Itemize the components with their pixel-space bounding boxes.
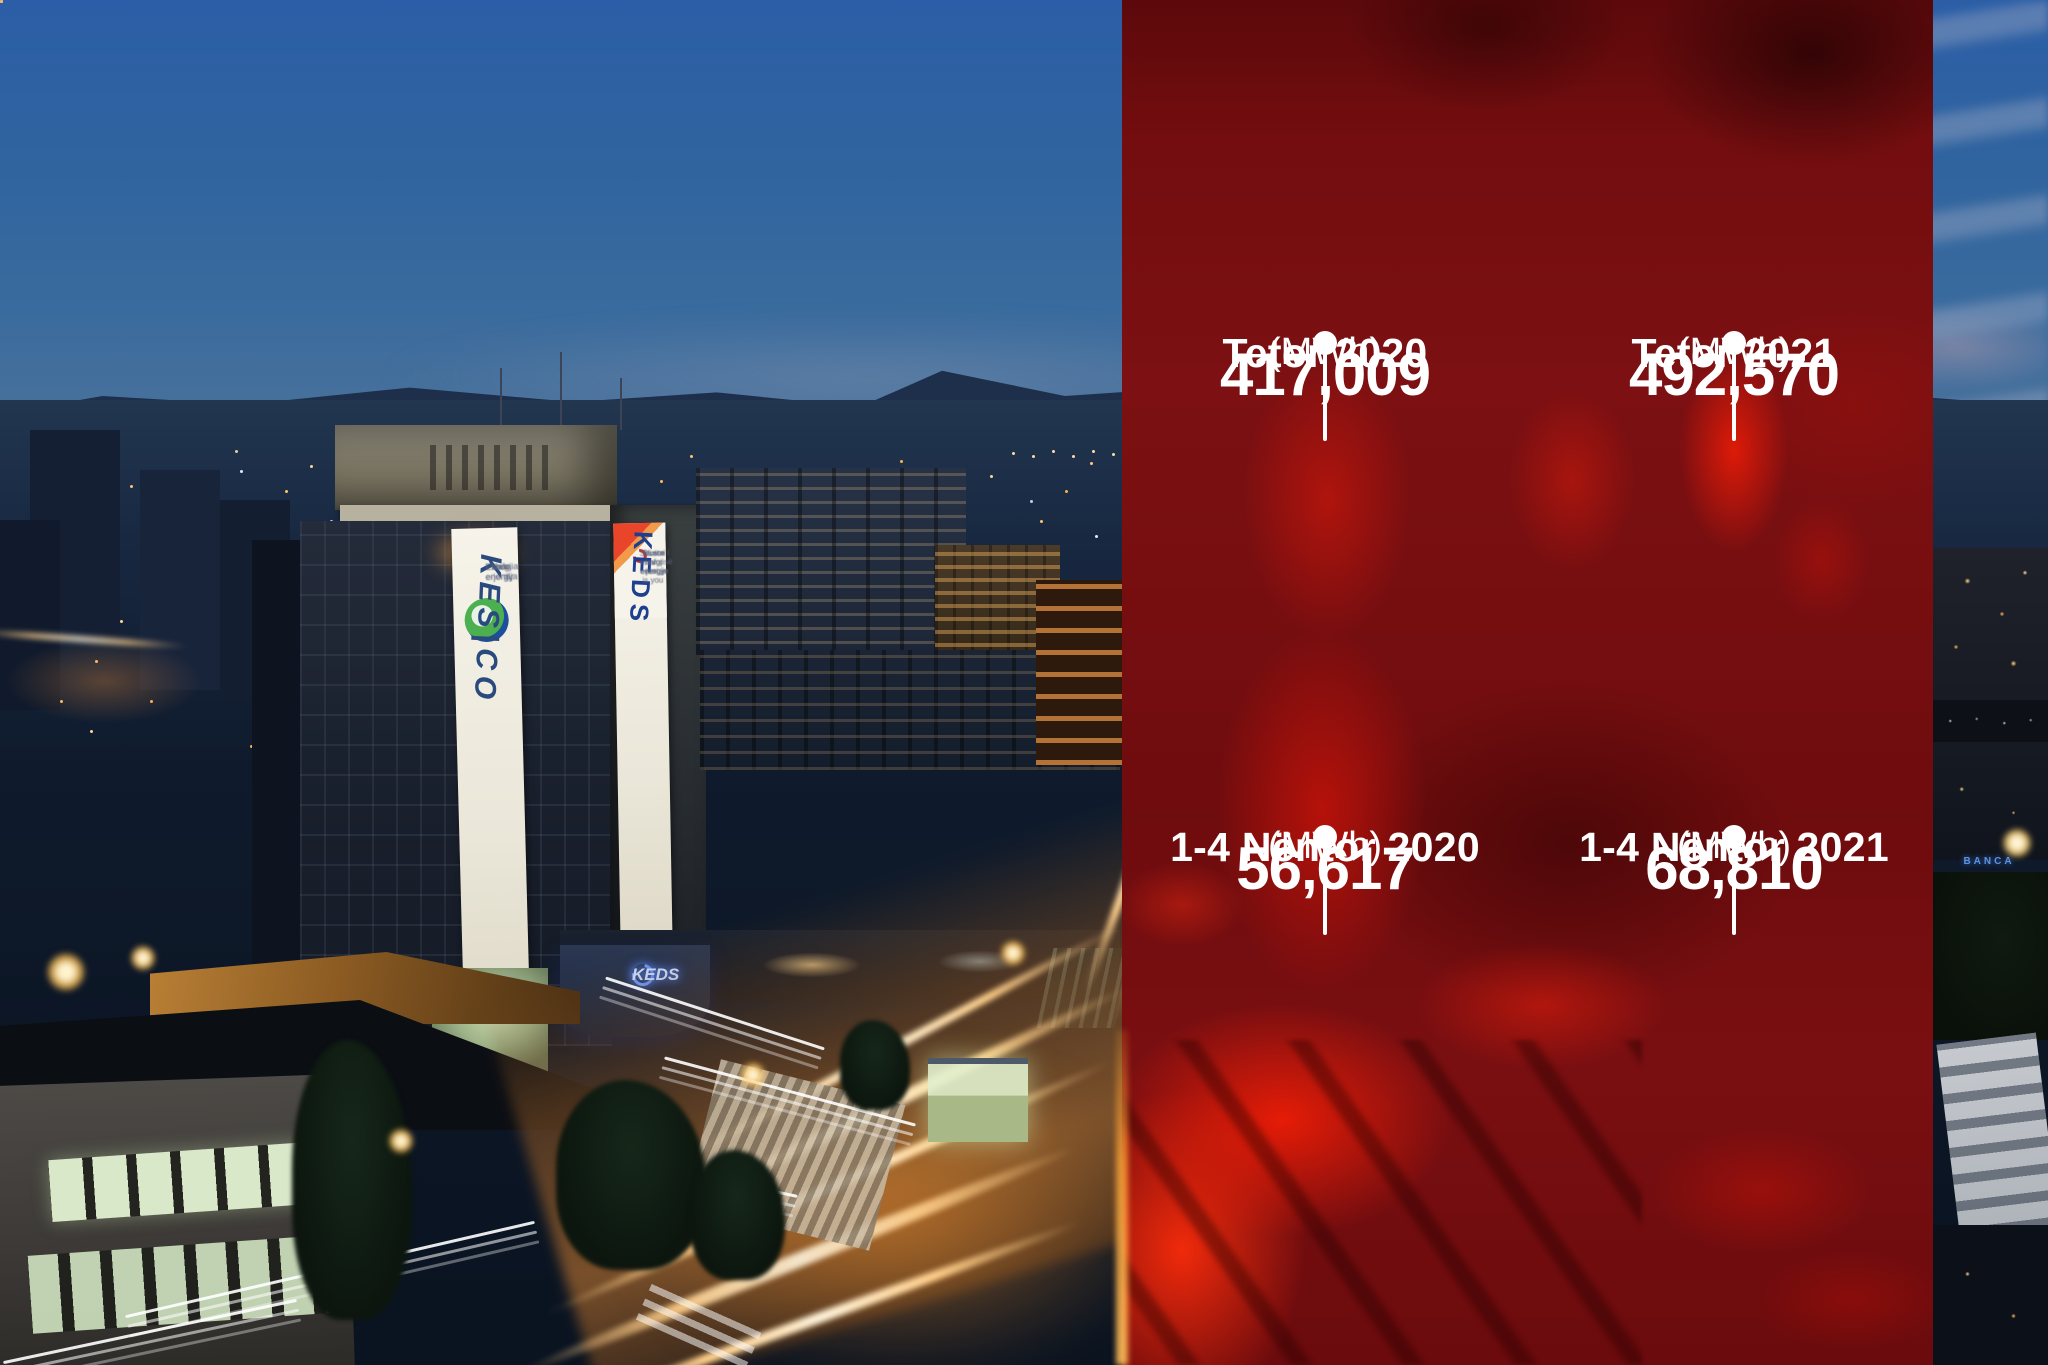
apartment-cluster bbox=[696, 468, 966, 658]
background-building bbox=[140, 470, 220, 690]
street-lamp-glow bbox=[130, 945, 156, 971]
callout-value: 56,617 bbox=[1236, 835, 1415, 902]
street-lamp-glow bbox=[1000, 940, 1026, 966]
street-lamp-glow bbox=[740, 1062, 766, 1088]
banca-neon-sign: BANCA bbox=[1963, 856, 2015, 867]
left-street-glow bbox=[0, 560, 260, 780]
balcony-building bbox=[1036, 580, 1123, 765]
right-bottom-buildings bbox=[1933, 1225, 2048, 1365]
callout-value: 417,009 bbox=[1220, 341, 1431, 408]
tree bbox=[292, 1040, 412, 1320]
callout-value: 68,810 bbox=[1645, 835, 1824, 902]
antenna-mast bbox=[500, 368, 502, 430]
street-lamp-glow bbox=[46, 952, 86, 992]
callout-dot bbox=[1313, 825, 1337, 849]
kesco-tagline: Your energy bbox=[485, 561, 514, 583]
callout-value: 492,570 bbox=[1629, 341, 1840, 408]
keds-banner: KEDS Burimi i energjisë jeni ju Vi ste i… bbox=[613, 522, 673, 956]
tower-crown-vents bbox=[430, 445, 550, 490]
construction-site bbox=[1933, 548, 2048, 713]
tree bbox=[840, 1020, 910, 1110]
right-trees bbox=[1933, 872, 2048, 1040]
antenna-mast bbox=[560, 352, 562, 430]
street-lamp-glow bbox=[388, 1128, 414, 1154]
kesco-banner: KES|CO Energjia jonë Vaša energija Your … bbox=[451, 527, 531, 1044]
callout-dot bbox=[1722, 331, 1746, 355]
bus-shelter bbox=[928, 1058, 1028, 1142]
red-overlay-panel bbox=[1122, 0, 1933, 1365]
tower-side-face bbox=[252, 540, 302, 1040]
street-lamp-glow bbox=[2002, 828, 2032, 858]
tree bbox=[556, 1080, 706, 1270]
red-overlay-streaks bbox=[1122, 1040, 1642, 1365]
background-building bbox=[0, 520, 60, 710]
callout-stem-line bbox=[1323, 835, 1327, 935]
antenna-mast bbox=[620, 378, 622, 430]
callout-stem-line bbox=[1732, 835, 1736, 935]
parked-cars bbox=[1933, 700, 2048, 742]
road-edge-glow bbox=[1116, 1030, 1128, 1365]
callout-stem-line bbox=[1732, 341, 1736, 441]
callout-stem-line bbox=[1323, 341, 1327, 441]
mid-city-lights bbox=[0, 0, 3, 3]
tree bbox=[690, 1150, 785, 1280]
callout-dot bbox=[1313, 331, 1337, 355]
keds-tagline: Source of energy is you bbox=[639, 548, 666, 585]
callout-dot bbox=[1722, 825, 1746, 849]
